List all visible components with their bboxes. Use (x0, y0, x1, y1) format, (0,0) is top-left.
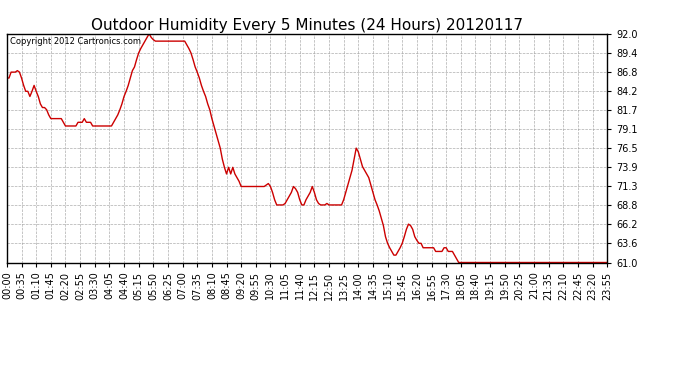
Text: Copyright 2012 Cartronics.com: Copyright 2012 Cartronics.com (10, 37, 141, 46)
Title: Outdoor Humidity Every 5 Minutes (24 Hours) 20120117: Outdoor Humidity Every 5 Minutes (24 Hou… (91, 18, 523, 33)
